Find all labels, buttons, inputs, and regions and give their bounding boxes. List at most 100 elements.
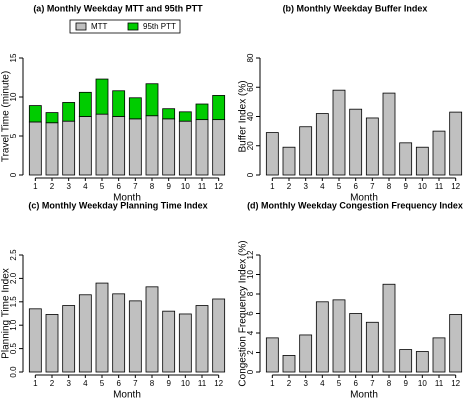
chart-title: (c) Monthly Weekday Planning Time Index bbox=[28, 200, 207, 210]
legend-label: 95th PTT bbox=[143, 22, 176, 31]
x-tick-label: 7 bbox=[370, 379, 375, 388]
y-tick-label: 80 bbox=[246, 53, 255, 62]
y-tick-label: 4 bbox=[246, 330, 255, 335]
bar-segment bbox=[62, 102, 76, 122]
bar-segment bbox=[45, 112, 59, 124]
panel: (d) Monthly Weekday Congestion Frequency… bbox=[238, 200, 463, 400]
y-tick-label: 0 bbox=[9, 172, 18, 177]
x-axis-label: Month bbox=[350, 390, 378, 400]
x-tick-label: 5 bbox=[100, 182, 105, 191]
bar bbox=[195, 305, 209, 373]
y-tick-label: 2 bbox=[246, 350, 255, 355]
y-tick-label: 0 bbox=[246, 172, 255, 177]
bar-segment bbox=[128, 118, 142, 176]
legend-swatch bbox=[75, 22, 87, 31]
bar bbox=[332, 299, 346, 373]
x-tick-label: 5 bbox=[337, 182, 342, 191]
x-axis-label: Month bbox=[350, 193, 378, 204]
bar-segment bbox=[195, 119, 209, 176]
bar bbox=[399, 142, 413, 176]
x-tick-label: 2 bbox=[50, 182, 55, 191]
x-tick-label: 10 bbox=[181, 182, 190, 191]
x-axis-label: Month bbox=[113, 193, 141, 204]
x-tick-label: 2 bbox=[287, 379, 292, 388]
y-tick-label: 10 bbox=[246, 270, 255, 279]
bar bbox=[265, 337, 279, 373]
x-tick-label: 8 bbox=[150, 379, 155, 388]
bar bbox=[62, 305, 76, 373]
x-tick-label: 11 bbox=[435, 182, 444, 191]
bar bbox=[349, 108, 363, 176]
x-tick-label: 1 bbox=[270, 379, 275, 388]
x-tick-label: 12 bbox=[451, 379, 460, 388]
x-tick-label: 4 bbox=[83, 182, 88, 191]
bar bbox=[45, 314, 59, 373]
x-tick-label: 3 bbox=[303, 379, 308, 388]
x-tick-label: 1 bbox=[33, 182, 38, 191]
bar bbox=[28, 308, 42, 373]
x-tick-label: 2 bbox=[50, 379, 55, 388]
x-axis-label: Month bbox=[113, 390, 141, 400]
bar bbox=[128, 300, 142, 373]
bar bbox=[265, 132, 279, 176]
bar bbox=[315, 301, 329, 373]
x-tick-label: 11 bbox=[198, 182, 207, 191]
chart-title: (d) Monthly Weekday Congestion Frequency… bbox=[247, 200, 463, 210]
bar bbox=[332, 89, 346, 176]
bar bbox=[399, 349, 413, 373]
x-tick-label: 11 bbox=[198, 379, 207, 388]
bar bbox=[382, 283, 396, 373]
y-axis-label: Planning Time Index bbox=[1, 268, 12, 359]
x-tick-label: 4 bbox=[320, 379, 325, 388]
bar bbox=[282, 355, 296, 373]
x-tick-label: 9 bbox=[166, 182, 171, 191]
bar-segment bbox=[45, 122, 59, 176]
y-tick-label: 10 bbox=[9, 92, 18, 101]
x-tick-label: 7 bbox=[370, 182, 375, 191]
x-tick-label: 10 bbox=[181, 379, 190, 388]
bar bbox=[365, 321, 379, 373]
x-tick-label: 8 bbox=[150, 182, 155, 191]
bar bbox=[415, 351, 429, 373]
bar-segment bbox=[162, 118, 176, 176]
y-tick-label: 12 bbox=[246, 250, 255, 259]
bar-segment bbox=[145, 83, 159, 117]
bar bbox=[315, 113, 329, 176]
bar-segment bbox=[95, 113, 109, 176]
bar-segment bbox=[178, 120, 192, 176]
x-tick-label: 2 bbox=[287, 182, 292, 191]
bar bbox=[432, 130, 446, 176]
x-tick-label: 8 bbox=[387, 379, 392, 388]
y-tick-label: 40 bbox=[246, 112, 255, 121]
legend-box bbox=[69, 19, 181, 34]
x-tick-label: 3 bbox=[303, 182, 308, 191]
x-tick-label: 9 bbox=[403, 182, 408, 191]
x-tick-label: 5 bbox=[100, 379, 105, 388]
y-tick-label: 1.5 bbox=[9, 296, 18, 308]
bar bbox=[449, 111, 463, 176]
bar bbox=[95, 282, 109, 373]
x-tick-label: 10 bbox=[418, 182, 427, 191]
bar-segment bbox=[112, 90, 126, 117]
bar-segment bbox=[28, 121, 42, 176]
y-axis-label: Buffer Index (%) bbox=[238, 80, 249, 152]
bar bbox=[349, 313, 363, 373]
y-axis-label: Congestion Frequency Index (%) bbox=[238, 240, 249, 386]
x-tick-label: 3 bbox=[66, 182, 71, 191]
x-tick-label: 6 bbox=[353, 379, 358, 388]
bar bbox=[212, 298, 226, 373]
bar bbox=[145, 286, 159, 373]
chart-title: (b) Monthly Weekday Buffer Index bbox=[283, 3, 428, 13]
bar-segment bbox=[78, 91, 92, 117]
bar-segment bbox=[128, 97, 142, 120]
legend: MTT 95th PTT bbox=[69, 19, 181, 34]
bar bbox=[299, 334, 313, 373]
x-tick-label: 12 bbox=[214, 182, 223, 191]
bar-segment bbox=[62, 120, 76, 176]
x-tick-label: 12 bbox=[214, 379, 223, 388]
y-tick-label: 60 bbox=[246, 82, 255, 91]
x-tick-label: 12 bbox=[451, 182, 460, 191]
bar bbox=[112, 293, 126, 373]
x-tick-label: 10 bbox=[418, 379, 427, 388]
bar-segment bbox=[28, 105, 42, 123]
